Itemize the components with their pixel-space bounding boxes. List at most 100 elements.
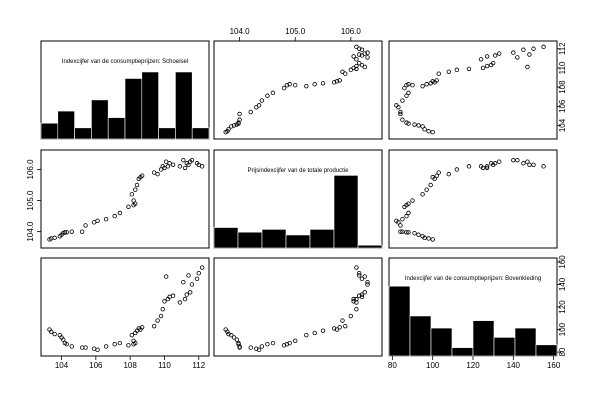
scatter-point-1-0-42 xyxy=(186,162,191,168)
bottom-axis-col0-ticklabel-2: 108 xyxy=(123,361,137,370)
scatter-point-2-0-39 xyxy=(194,276,200,282)
scatter-point-2-0-41 xyxy=(200,265,205,270)
panel-frame-2-0 xyxy=(40,257,210,357)
scatter-point-2-0-34 xyxy=(177,300,183,305)
scatter-point-2-1-18 xyxy=(287,340,292,346)
scatter-point-0-2-7 xyxy=(404,120,409,125)
hist-bar-2-6 xyxy=(514,327,537,357)
bottom-axis-col2-ticklabel-2: 120 xyxy=(466,361,480,370)
scatter-point-0-2-25 xyxy=(434,78,439,83)
panel-frame-2-1 xyxy=(213,257,383,357)
hist-bar-2-5 xyxy=(493,337,516,357)
scatter-point-2-0-44 xyxy=(181,280,186,285)
scatter-point-0-1-41 xyxy=(354,44,359,50)
scatter-point-0-1-42 xyxy=(356,52,362,57)
scatter-point-0-1-16 xyxy=(281,85,287,91)
scatter-point-2-1-39 xyxy=(359,276,365,282)
scatter-point-0-2-40 xyxy=(531,46,536,51)
right-axis-row2-ticklabel-2: 120 xyxy=(558,300,567,314)
scatter-point-1-2-7 xyxy=(404,230,409,235)
hist-bar-2-4 xyxy=(472,320,495,357)
scatter-point-0-1-27 xyxy=(340,69,345,74)
scatter-point-2-1-5 xyxy=(234,337,240,342)
scatter-point-2-0-20 xyxy=(129,332,135,338)
hist-bar-0-3 xyxy=(91,99,109,140)
scatter-point-2-1-42 xyxy=(356,273,362,278)
scatter-point-2-0-12 xyxy=(95,347,100,353)
scatter-point-1-0-15 xyxy=(117,210,123,216)
scatter-point-1-0-7 xyxy=(64,230,69,235)
scatter-point-0-1-4 xyxy=(231,123,237,128)
scatter-point-2-1-26 xyxy=(343,323,348,329)
scatter-point-0-2-5 xyxy=(412,122,417,127)
scatter-point-2-1-27 xyxy=(340,318,345,323)
scatter-point-1-0-25 xyxy=(139,173,145,178)
scatter-point-1-0-30 xyxy=(162,165,167,171)
left-axis-row1-ticklabel-2: 106.0 xyxy=(26,159,35,180)
scatter-point-0-1-18 xyxy=(287,82,292,87)
scatter-point-2-1-41 xyxy=(354,265,359,270)
variable-label-schoeisel: Indexcijfer van de consumptieprijzen: Sc… xyxy=(62,59,188,65)
scatter-point-1-0-26 xyxy=(151,170,157,175)
scatter-point-0-1-13 xyxy=(259,98,265,103)
scatter-point-0-2-38 xyxy=(511,50,516,55)
scatter-point-2-1-13 xyxy=(259,344,265,349)
scatter-point-1-0-27 xyxy=(155,171,160,177)
hist-bar-0-2 xyxy=(74,127,92,140)
scatter-point-2-1-15 xyxy=(270,340,276,346)
scatter-point-0-2-20 xyxy=(420,83,425,89)
scatter-point-2-1-43 xyxy=(362,274,367,279)
scatter-point-1-0-21 xyxy=(133,187,138,192)
scatter-point-0-2-44 xyxy=(515,55,520,60)
scatter-point-2-1-34 xyxy=(354,300,359,305)
variable-label-productie: Prijsindexcijfer van de totale productie xyxy=(247,168,349,174)
scatter-point-2-1-10 xyxy=(248,345,253,350)
scatter-point-0-1-22 xyxy=(320,81,326,86)
scatter-point-1-0-9 xyxy=(79,229,85,234)
scatter-point-1-2-39 xyxy=(521,161,526,166)
scatter-point-1-2-25 xyxy=(434,173,439,178)
hist-bar-0-7 xyxy=(158,127,176,140)
scatter-point-2-0-26 xyxy=(151,323,157,329)
bottom-axis-col2-ticklabel-0: 80 xyxy=(388,361,397,370)
bottom-axis-col2-ticklabel-1: 100 xyxy=(426,361,440,370)
scatter-point-1-2-36 xyxy=(492,161,498,166)
scatter-point-2-1-28 xyxy=(348,313,354,319)
scatter-point-2-1-25 xyxy=(337,325,342,330)
scatter-point-0-1-33 xyxy=(356,60,362,66)
scatter-point-1-0-35 xyxy=(182,165,188,171)
scatter-point-1-2-5 xyxy=(412,230,417,236)
scatter-point-0-2-31 xyxy=(484,63,490,69)
right-axis-row0-ticklabel-0: 104 xyxy=(558,118,567,132)
scatter-point-2-0-15 xyxy=(117,340,123,346)
scatter-point-0-2-16 xyxy=(402,85,407,91)
scatter-point-2-0-42 xyxy=(186,273,191,278)
scatter-point-0-2-19 xyxy=(410,83,415,88)
scatter-point-0-2-10 xyxy=(398,109,403,115)
scatter-point-0-1-10 xyxy=(248,109,253,115)
scatter-point-2-1-1 xyxy=(225,329,230,334)
scatter-point-0-2-13 xyxy=(400,98,405,103)
scatter-point-0-1-31 xyxy=(354,63,359,69)
scatter-point-0-1-23 xyxy=(331,80,337,85)
scatter-point-0-2-0 xyxy=(430,130,435,135)
scatter-point-1-0-2 xyxy=(52,235,57,241)
scatter-point-1-2-22 xyxy=(428,182,433,188)
scatter-point-2-0-30 xyxy=(162,299,167,304)
right-axis-row2-ticklabel-4: 160 xyxy=(558,255,567,269)
panel-frame-0-2 xyxy=(388,40,558,140)
scatter-point-2-0-38 xyxy=(189,282,195,287)
hist-bar-0-8 xyxy=(175,71,193,140)
scatter-point-1-2-43 xyxy=(525,159,530,164)
hist-bar-1-1 xyxy=(237,231,263,249)
scatter-point-2-1-3 xyxy=(229,332,234,338)
scatter-point-0-1-2 xyxy=(226,127,231,132)
scatter-point-2-0-19 xyxy=(131,338,136,344)
scatter-point-1-2-35 xyxy=(484,165,490,171)
scatter-point-1-0-40 xyxy=(196,162,201,168)
scatter-point-2-1-21 xyxy=(312,330,317,336)
hist-bar-1-5 xyxy=(333,175,359,249)
scatter-point-2-0-40 xyxy=(196,270,201,276)
scatter-point-2-0-25 xyxy=(139,325,145,330)
scatter-point-2-0-27 xyxy=(155,318,160,323)
